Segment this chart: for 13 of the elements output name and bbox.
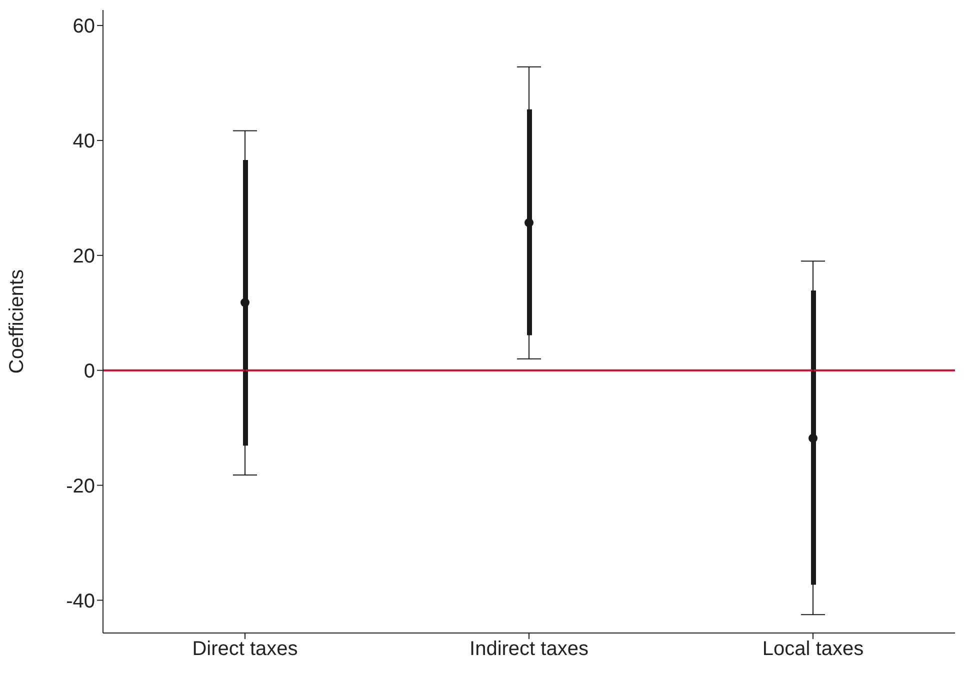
y-tick-label: 0: [84, 360, 95, 382]
point: [524, 218, 534, 228]
x-tick-label: Local taxes: [762, 638, 864, 660]
y-tick-label: 40: [72, 130, 95, 153]
y-axis-title: Coefficients: [6, 269, 28, 374]
y-tick-label: 60: [72, 16, 95, 38]
y-tick-label: -40: [66, 590, 95, 612]
x-tick-label: Indirect taxes: [470, 638, 588, 660]
point: [808, 434, 818, 443]
y-tick-label: 20: [72, 246, 95, 268]
x-tick-label: Direct taxes: [192, 638, 298, 660]
point: [240, 298, 250, 308]
y-tick-label: -20: [66, 475, 95, 498]
